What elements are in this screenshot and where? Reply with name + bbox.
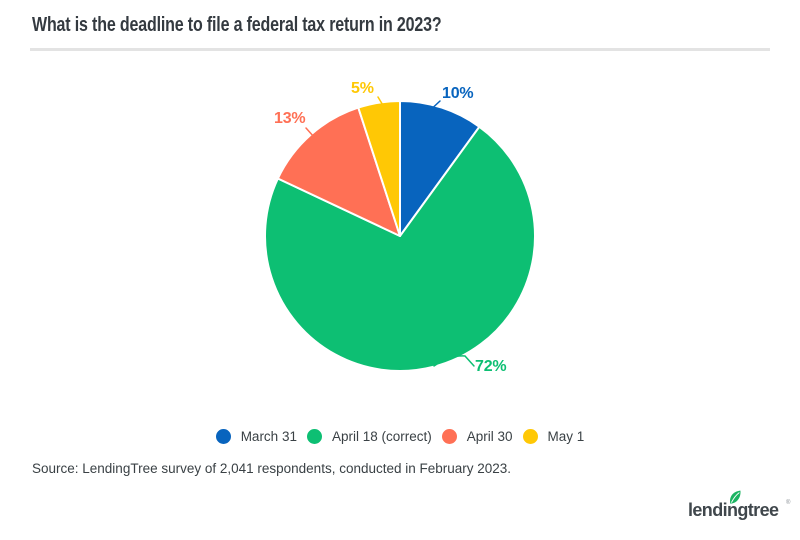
- logo-text: lendingtree: [688, 500, 779, 520]
- legend-label-march-31: March 31: [240, 428, 297, 444]
- legend-label-april-30: April 30: [466, 428, 513, 444]
- legend-swatch-april-30: [441, 428, 457, 444]
- leaf-icon: [729, 490, 741, 504]
- leader-line-may-1: [377, 96, 385, 108]
- pct-label-may-1: 5%: [351, 80, 374, 97]
- leader-lines: [305, 96, 475, 367]
- legend-label-may-1: May 1: [547, 428, 585, 444]
- chart-title: What is the deadline to file a federal t…: [32, 14, 442, 36]
- pie-chart: 10% 72% 13% 5%: [230, 70, 570, 400]
- pie-slice-may-1: [357, 100, 401, 237]
- leader-line-april-18: [433, 355, 475, 367]
- legend-item-april-18: April 18 (correct): [306, 428, 432, 444]
- legend-item-april-30: April 30: [441, 428, 513, 444]
- legend-swatch-march-31: [215, 428, 231, 444]
- legend-item-may-1: May 1: [522, 428, 585, 444]
- pct-label-march-31: 10%: [442, 85, 474, 102]
- legend-swatch-may-1: [522, 428, 538, 444]
- pie-slices: [264, 100, 536, 372]
- source-text: Source: LendingTree survey of 2,041 resp…: [32, 461, 512, 476]
- pie-chart-svg: [264, 96, 536, 372]
- registered-mark: ®: [786, 500, 791, 506]
- pie-slice-april-30: [276, 106, 401, 237]
- leader-line-april-30: [305, 127, 315, 138]
- pct-label-april-18: 72%: [475, 358, 507, 375]
- pie-slice-march-31: [399, 100, 481, 237]
- title-divider: [30, 48, 770, 51]
- pct-label-april-30: 13%: [274, 110, 306, 127]
- legend-swatch-april-18: [306, 428, 322, 444]
- legend-label-april-18: April 18 (correct): [331, 428, 432, 444]
- lendingtree-logo: lendingtree ®: [688, 489, 796, 527]
- legend: March 31 April 18 (correct) April 30 May…: [0, 425, 800, 447]
- pie-slice-april-18-correct: [264, 125, 536, 372]
- leader-line-march-31: [425, 100, 441, 115]
- legend-item-march-31: March 31: [215, 428, 297, 444]
